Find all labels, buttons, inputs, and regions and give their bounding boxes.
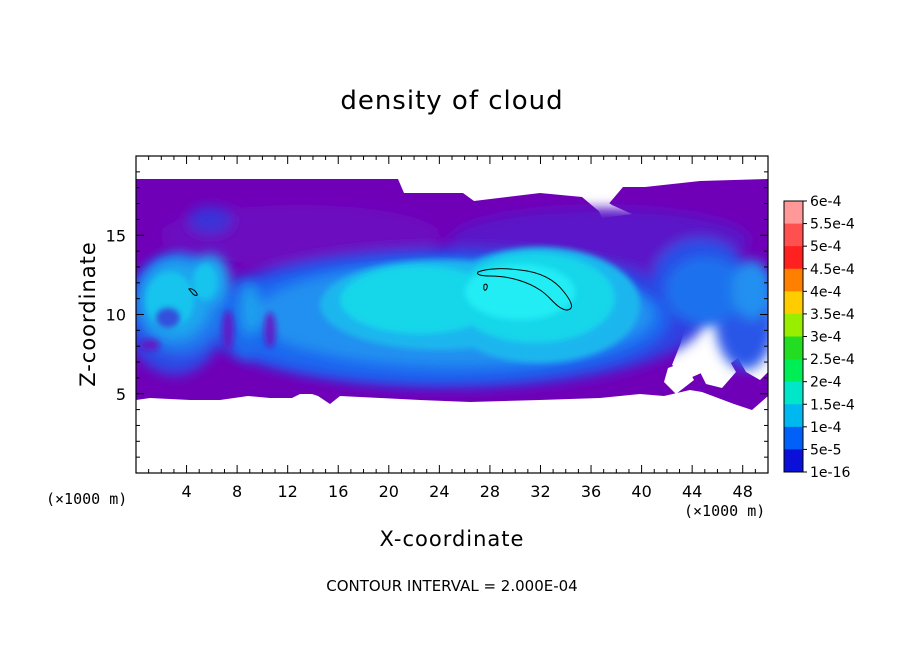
colorbar-swatch	[784, 404, 803, 428]
contour-interval-note: CONTOUR INTERVAL = 2.000E-04	[326, 577, 578, 595]
x-tick-label: 4	[181, 482, 191, 501]
density-layer	[193, 264, 217, 300]
swirl	[156, 308, 180, 328]
density-layer	[732, 260, 768, 320]
x-tick-label: 8	[232, 482, 242, 501]
x-tick-label: 44	[682, 482, 702, 501]
x-unit-left: (×1000 m)	[46, 490, 128, 508]
chart-title: density of cloud	[340, 86, 564, 116]
density-layer	[465, 264, 575, 320]
colorbar-swatch	[784, 313, 803, 337]
y-tick-label: 15	[106, 226, 126, 245]
x-axis-ticks	[148, 156, 756, 473]
cloud-gap	[700, 358, 736, 388]
colorbar-label: 4e-4	[810, 284, 842, 300]
x-tick-label: 48	[733, 482, 753, 501]
colorbar-swatch	[784, 291, 803, 315]
colorbar-label: 3.5e-4	[810, 307, 855, 323]
swirl	[222, 310, 234, 350]
x-tick-label: 28	[480, 482, 500, 501]
y-tick-label: 5	[116, 385, 126, 404]
density-layer	[188, 206, 232, 234]
colorbar-swatch	[784, 359, 803, 383]
colorbar-label: 1e-4	[810, 420, 842, 436]
y-axis-label: Z-coordinate	[76, 241, 100, 387]
contour-line	[483, 283, 488, 291]
x-unit-right: (×1000 m)	[684, 502, 766, 520]
cloud-gap	[664, 362, 694, 394]
colorbar-swatch	[784, 381, 803, 405]
x-tick-label: 24	[429, 482, 449, 501]
x-axis-label: X-coordinate	[379, 527, 525, 551]
x-tick-label: 12	[278, 482, 298, 501]
colorbar-label: 5.5e-4	[810, 217, 855, 233]
colorbar-label: 5e-5	[810, 442, 841, 458]
colorbar-swatch	[784, 246, 803, 270]
x-tick-label: 40	[631, 482, 651, 501]
y-axis-tick-labels: 5 10 15	[106, 226, 126, 404]
x-tick-label: 20	[379, 482, 399, 501]
colorbar-swatch	[784, 223, 803, 247]
density-layer	[240, 284, 260, 336]
colorbar-label: 2.5e-4	[810, 352, 855, 368]
colorbar-label: 4.5e-4	[810, 262, 855, 278]
colorbar-label: 1e-16	[810, 465, 850, 481]
x-tick-label: 36	[581, 482, 601, 501]
x-tick-label: 16	[328, 482, 348, 501]
swirl	[140, 339, 160, 351]
colorbar-label: 6e-4	[810, 194, 842, 210]
colorbar-swatch	[784, 426, 803, 450]
density-layer	[665, 256, 745, 324]
swirl	[264, 312, 276, 348]
colorbar-swatch	[784, 268, 803, 292]
x-tick-label: 32	[530, 482, 550, 501]
colorbar-label: 1.5e-4	[810, 397, 855, 413]
contour-line	[188, 288, 198, 296]
colorbar-swatch	[784, 449, 803, 473]
cloud-density-field	[136, 179, 768, 410]
colorbar-label: 2e-4	[810, 375, 842, 391]
colorbar-swatch	[784, 201, 803, 225]
colorbar: 6e-4 5.5e-4 5e-4 4.5e-4 4e-4 3.5e-4 3e-4 2.5e-4…	[783, 194, 855, 481]
colorbar-label: 3e-4	[810, 330, 842, 346]
y-axis-ticks	[136, 171, 768, 458]
y-tick-label: 10	[106, 306, 126, 325]
colorbar-label: 5e-4	[810, 239, 842, 255]
colorbar-swatch	[784, 336, 803, 360]
x-axis-tick-labels: 4 8 12 16 20 24 28 32 36 40 44 48	[181, 482, 752, 501]
contour-line	[477, 268, 572, 311]
